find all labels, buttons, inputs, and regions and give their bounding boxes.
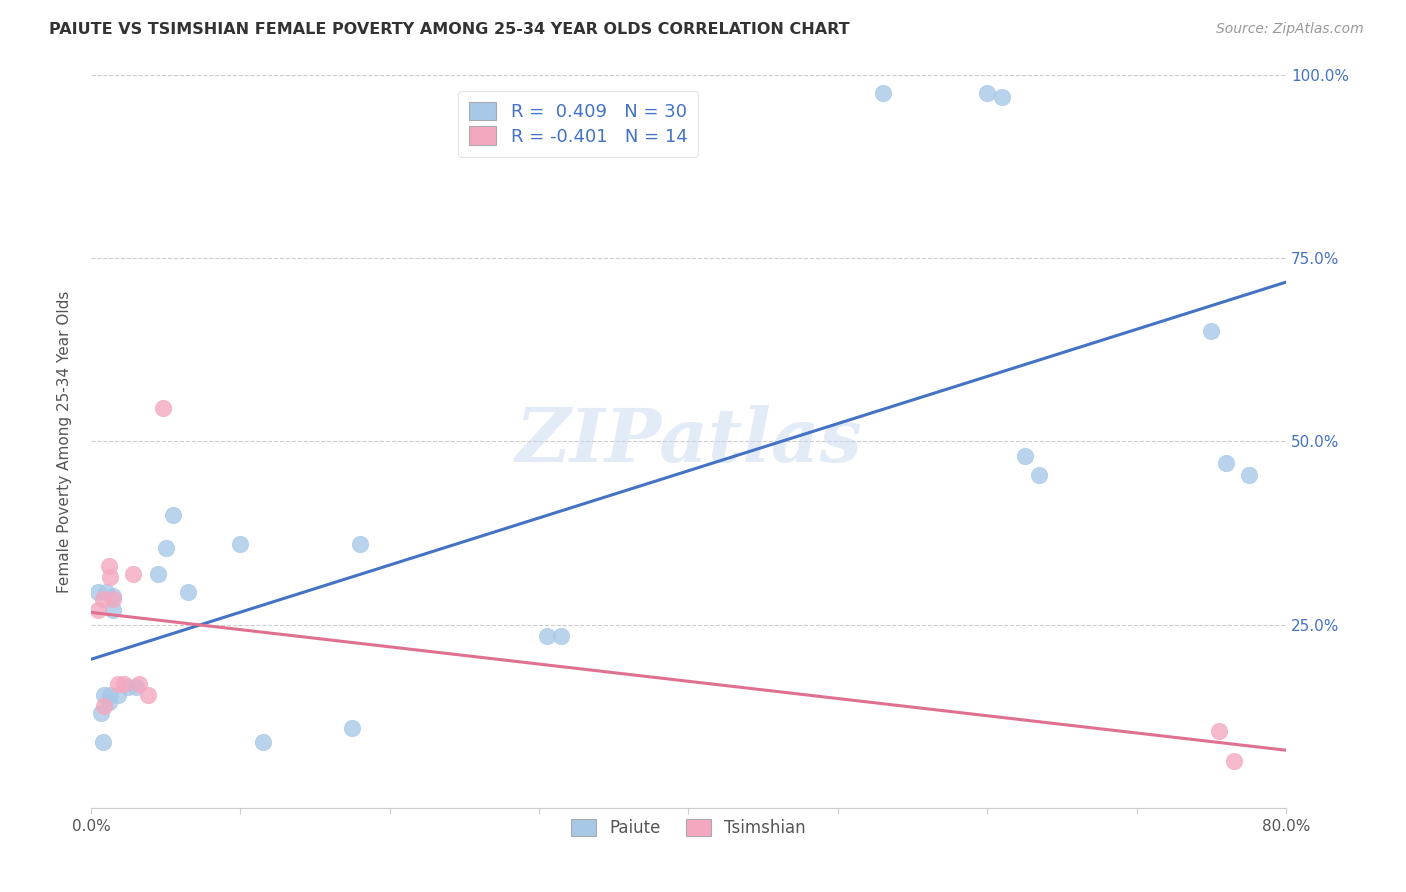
Point (98, 688, 121, 702)
Point (103, 603, 125, 617)
Point (872, 86, 894, 100)
Point (107, 688, 129, 702)
Point (1201, 325, 1223, 339)
Point (976, 86, 998, 100)
Point (91, 592, 114, 607)
Point (117, 681, 139, 695)
Point (177, 585, 200, 599)
Point (152, 401, 174, 416)
Point (87, 603, 110, 617)
Point (91, 735, 114, 749)
Point (94, 585, 117, 599)
Legend: Paiute, Tsimshian: Paiute, Tsimshian (564, 813, 813, 844)
Point (128, 676, 150, 690)
Point (550, 629, 572, 643)
Point (162, 508, 184, 522)
Point (112, 676, 135, 690)
Point (125, 681, 148, 695)
Point (1237, 467, 1260, 482)
Point (1208, 724, 1230, 739)
Text: Source: ZipAtlas.com: Source: ZipAtlas.com (1216, 22, 1364, 37)
Point (155, 541, 177, 555)
Point (536, 629, 558, 643)
Text: ZIPatlas: ZIPatlas (515, 405, 862, 478)
Point (107, 676, 129, 690)
Point (1014, 449, 1036, 463)
Point (1028, 467, 1050, 482)
Point (1222, 754, 1244, 768)
Point (97, 695, 120, 709)
Point (229, 537, 252, 551)
Y-axis label: Female Poverty Among 25-34 Year Olds: Female Poverty Among 25-34 Year Olds (58, 290, 72, 592)
Point (1215, 457, 1237, 471)
Point (103, 589, 125, 603)
Point (90, 706, 112, 720)
Point (97, 559, 120, 574)
Point (146, 566, 169, 581)
Point (98, 570, 121, 584)
Point (342, 721, 364, 735)
Point (93, 698, 115, 713)
Point (93, 688, 115, 702)
Point (87, 585, 110, 599)
Point (121, 566, 143, 581)
Point (103, 592, 125, 607)
Point (349, 537, 371, 551)
Point (136, 688, 159, 702)
Text: PAIUTE VS TSIMSHIAN FEMALE POVERTY AMONG 25-34 YEAR OLDS CORRELATION CHART: PAIUTE VS TSIMSHIAN FEMALE POVERTY AMONG… (49, 22, 849, 37)
Point (991, 89, 1014, 103)
Point (252, 735, 274, 749)
